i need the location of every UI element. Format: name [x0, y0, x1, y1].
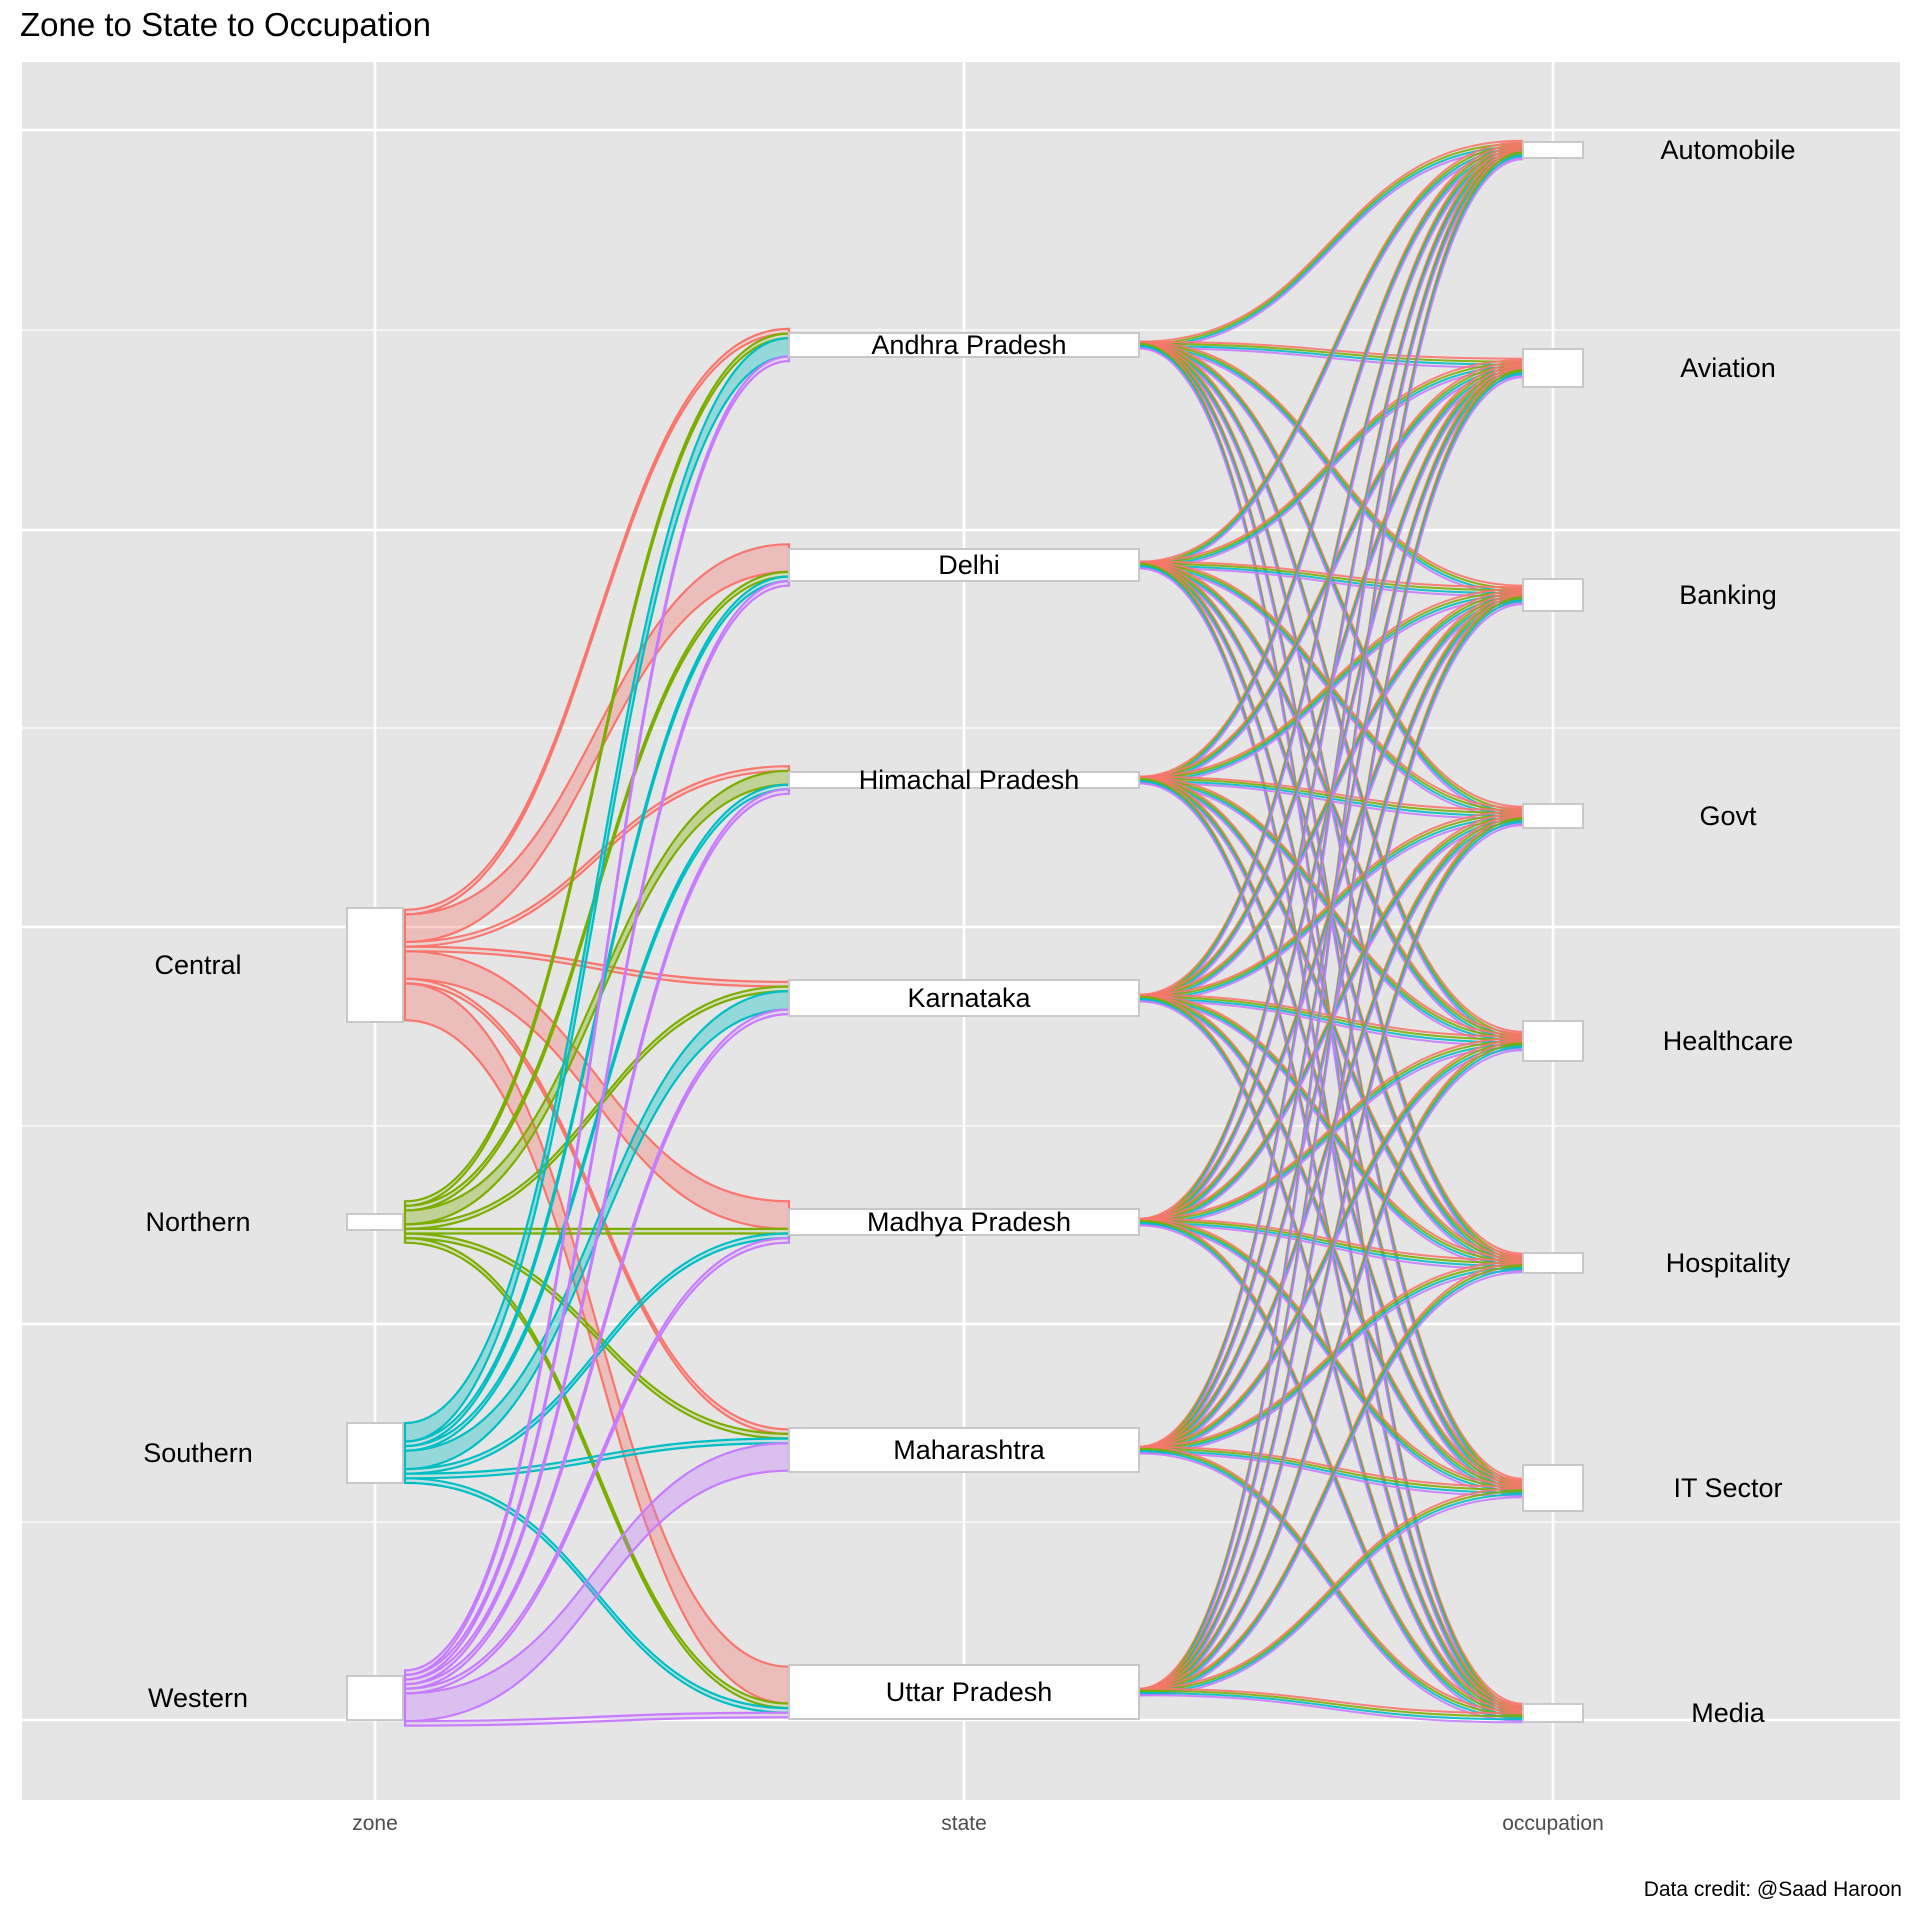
- flow-western-to-himachal-pradesh: [403, 788, 791, 1686]
- state-label-himachal-pradesh: Himachal Pradesh: [859, 765, 1080, 795]
- flow-maharashtra-to-media: [1138, 1452, 1524, 1722]
- occupation-label-hospitality: Hospitality: [1666, 1248, 1791, 1278]
- flow-uttar-pradesh-to-it-sector: [1138, 1490, 1524, 1692]
- flow-maharashtra-to-hospitality: [1138, 1260, 1524, 1448]
- node-occupation-media: [1522, 1703, 1584, 1723]
- axis-label-state: state: [941, 1812, 987, 1835]
- flow-maharashtra-to-media: [1138, 1447, 1524, 1716]
- flow-delhi-to-automobile: [1138, 141, 1524, 563]
- chart-caption: Data credit: @Saad Haroon: [1643, 1878, 1902, 1901]
- zone-label-southern: Southern: [143, 1438, 253, 1468]
- state-label-uttar-pradesh: Uttar Pradesh: [886, 1677, 1053, 1707]
- flow-uttar-pradesh-to-media: [1138, 1692, 1524, 1721]
- node-state-karnataka: [788, 979, 1140, 1017]
- occupation-label-govt: Govt: [1699, 801, 1757, 831]
- flow-madhya-pradesh-to-hospitality: [1138, 1217, 1524, 1262]
- flow-andhra-pradesh-to-automobile: [1138, 145, 1524, 348]
- flow-uttar-pradesh-to-it-sector: [1138, 1493, 1524, 1695]
- flow-uttar-pradesh-to-aviation: [1138, 376, 1524, 1697]
- node-state-maharashtra: [788, 1427, 1140, 1473]
- zone-label-western: Western: [148, 1683, 248, 1713]
- zone-label-central: Central: [154, 950, 241, 980]
- flow-western-to-delhi: [403, 579, 791, 1681]
- flow-karnataka-to-hospitality: [1138, 993, 1524, 1260]
- flow-andhra-pradesh-to-automobile: [1138, 142, 1524, 345]
- flow-maharashtra-to-it-sector: [1138, 1450, 1524, 1494]
- node-zone-western: [346, 1675, 404, 1721]
- axis-label-zone: zone: [352, 1812, 398, 1835]
- flow-maharashtra-to-hospitality: [1138, 1266, 1524, 1453]
- occupation-label-media: Media: [1691, 1698, 1766, 1728]
- flow-uttar-pradesh-to-hospitality: [1138, 1262, 1524, 1690]
- flow-maharashtra-to-healthcare: [1138, 1038, 1524, 1448]
- flow-uttar-pradesh-to-healthcare: [1138, 1049, 1524, 1697]
- occupation-label-aviation: Aviation: [1680, 353, 1776, 383]
- occupation-label-healthcare: Healthcare: [1663, 1026, 1794, 1056]
- node-state-delhi: [788, 548, 1140, 582]
- occupation-label-it-sector: IT Sector: [1673, 1473, 1782, 1503]
- flow-uttar-pradesh-to-automobile: [1138, 158, 1524, 1697]
- state-label-madhya-pradesh: Madhya Pradesh: [867, 1207, 1071, 1237]
- chart-title: Zone to State to Occupation: [20, 6, 431, 43]
- node-state-himachal-pradesh: [788, 771, 1140, 789]
- node-occupation-aviation: [1522, 348, 1584, 388]
- flow-madhya-pradesh-to-it-sector: [1138, 1217, 1524, 1487]
- flow-uttar-pradesh-to-media: [1138, 1689, 1524, 1718]
- flow-andhra-pradesh-to-automobile: [1138, 139, 1524, 343]
- flow-delhi-to-automobile: [1138, 144, 1524, 565]
- node-occupation-automobile: [1522, 141, 1584, 159]
- flow-maharashtra-to-healthcare: [1138, 1041, 1524, 1450]
- state-label-maharashtra: Maharashtra: [893, 1435, 1046, 1465]
- flow-uttar-pradesh-to-banking: [1138, 603, 1524, 1697]
- flow-western-to-madhya-pradesh: [403, 1236, 791, 1695]
- state-label-delhi: Delhi: [938, 550, 1000, 580]
- flow-western-to-andhra-pradesh: [403, 355, 791, 1677]
- flow-uttar-pradesh-to-media: [1138, 1694, 1524, 1724]
- node-state-uttar-pradesh: [788, 1664, 1140, 1720]
- flow-uttar-pradesh-to-media: [1138, 1687, 1524, 1715]
- flow-andhra-pradesh-to-automobile: [1138, 148, 1524, 350]
- axis-label-occupation: occupation: [1502, 1812, 1604, 1835]
- state-label-andhra-pradesh: Andhra Pradesh: [871, 330, 1066, 360]
- flow-maharashtra-to-hospitality: [1138, 1263, 1524, 1450]
- flow-maharashtra-to-automobile: [1138, 156, 1524, 1455]
- flow-maharashtra-to-media: [1138, 1450, 1524, 1719]
- occupation-label-banking: Banking: [1679, 580, 1777, 610]
- flow-uttar-pradesh-to-it-sector: [1138, 1496, 1524, 1697]
- flow-uttar-pradesh-to-hospitality: [1138, 1271, 1524, 1697]
- node-zone-southern: [346, 1422, 404, 1484]
- flow-uttar-pradesh-to-govt: [1138, 824, 1524, 1697]
- node-occupation-govt: [1522, 803, 1584, 829]
- flow-uttar-pradesh-to-hospitality: [1138, 1268, 1524, 1695]
- flow-uttar-pradesh-to-it-sector: [1138, 1487, 1524, 1690]
- node-state-madhya-pradesh: [788, 1208, 1140, 1236]
- node-zone-central: [346, 907, 404, 1023]
- flow-karnataka-to-automobile: [1138, 153, 1524, 1003]
- zone-label-northern: Northern: [145, 1207, 250, 1237]
- plot-panel: [22, 62, 1900, 1800]
- flow-delhi-to-automobile: [1138, 150, 1524, 570]
- state-label-karnataka: Karnataka: [907, 983, 1031, 1013]
- node-occupation-hospitality: [1522, 1252, 1584, 1274]
- node-zone-northern: [346, 1213, 404, 1231]
- flow-maharashtra-to-media: [1138, 1445, 1524, 1713]
- node-occupation-it-sector: [1522, 1464, 1584, 1512]
- flow-maharashtra-to-it-sector: [1138, 1445, 1524, 1488]
- node-occupation-healthcare: [1522, 1020, 1584, 1062]
- occupation-label-automobile: Automobile: [1660, 135, 1795, 165]
- flow-uttar-pradesh-to-hospitality: [1138, 1265, 1524, 1692]
- flow-madhya-pradesh-to-automobile: [1138, 155, 1524, 1227]
- flow-maharashtra-to-it-sector: [1138, 1447, 1524, 1491]
- flow-delhi-to-automobile: [1138, 147, 1524, 568]
- node-state-andhra-pradesh: [788, 332, 1140, 358]
- node-occupation-banking: [1522, 578, 1584, 612]
- flow-himachal-pradesh-to-automobile: [1138, 151, 1524, 785]
